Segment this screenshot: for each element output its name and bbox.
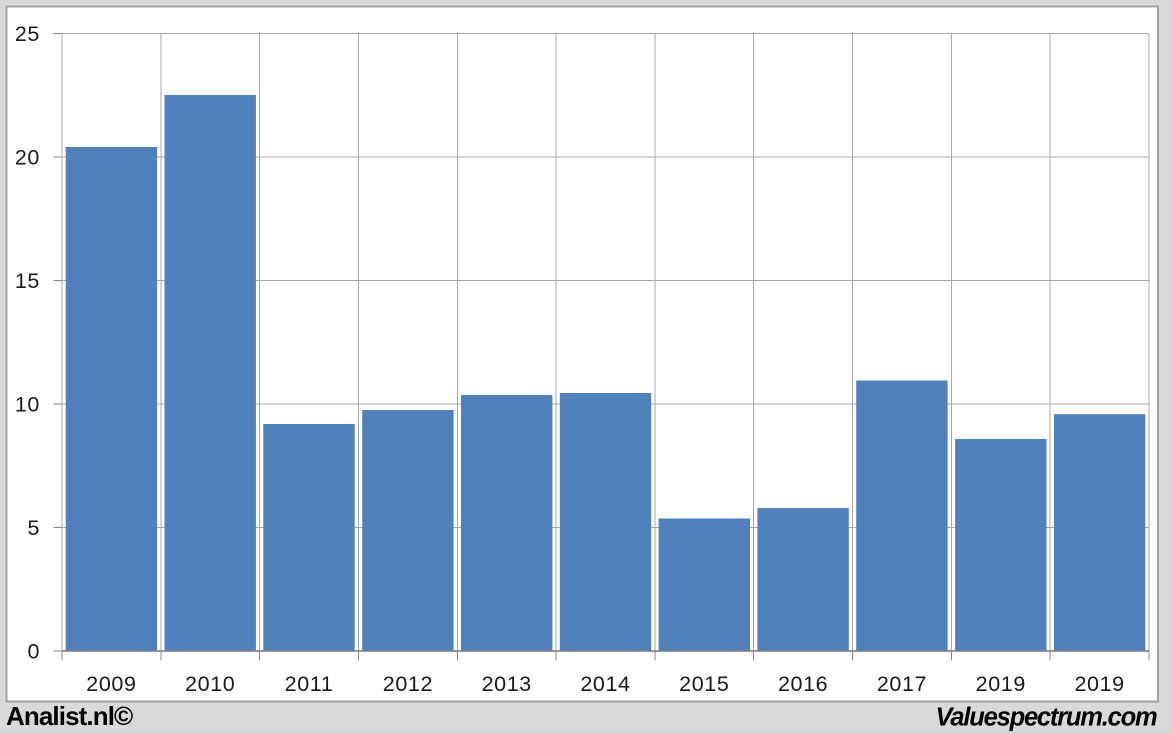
svg-text:10: 10 [15,393,40,417]
svg-text:2011: 2011 [285,672,334,696]
svg-text:5: 5 [27,516,40,540]
svg-text:Analist.nl©: Analist.nl© [6,701,133,731]
svg-text:2016: 2016 [778,672,828,696]
svg-text:2017: 2017 [877,672,927,696]
svg-text:Valuespectrum.com: Valuespectrum.com [936,704,1158,732]
svg-text:15: 15 [15,269,40,293]
svg-text:2009: 2009 [86,672,136,696]
svg-text:2012: 2012 [383,672,433,696]
svg-text:2019: 2019 [1074,672,1124,696]
svg-text:2010: 2010 [185,672,235,696]
svg-text:0: 0 [27,640,40,664]
svg-text:2019: 2019 [976,672,1026,696]
svg-text:2015: 2015 [679,672,729,696]
svg-text:25: 25 [15,22,40,46]
svg-text:20: 20 [15,146,40,170]
svg-text:2013: 2013 [482,672,532,696]
svg-text:2014: 2014 [580,672,630,696]
